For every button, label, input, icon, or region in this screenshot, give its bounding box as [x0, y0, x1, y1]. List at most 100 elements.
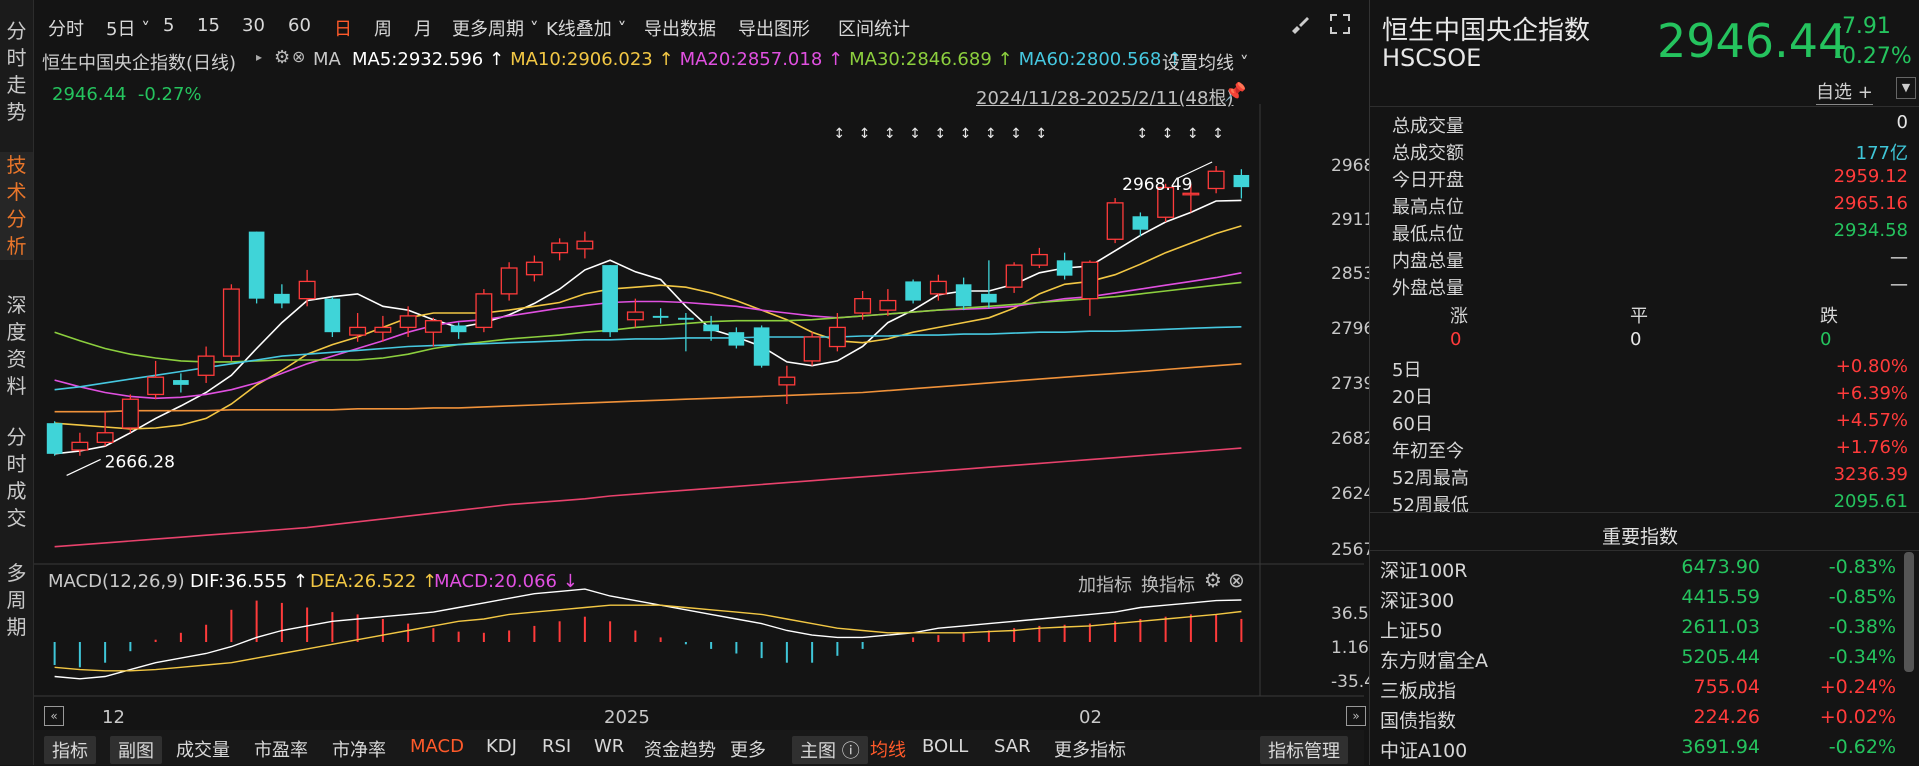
candle-body[interactable]: [551, 242, 569, 254]
toolbar-item-2[interactable]: 5: [163, 15, 175, 36]
add-watchlist-button[interactable]: 自选 +: [1816, 78, 1873, 105]
candle-body[interactable]: [678, 317, 694, 320]
candle-body[interactable]: [500, 267, 518, 295]
scroll-left-icon[interactable]: «: [44, 706, 64, 726]
candle-body[interactable]: [1030, 253, 1048, 266]
gear-icon[interactable]: ⚙: [274, 47, 291, 68]
index-row[interactable]: 深证300 4415.59 -0.85%: [1380, 586, 1900, 616]
candle-body[interactable]: [121, 398, 139, 429]
candle-body[interactable]: [96, 432, 114, 443]
add-indicator-button[interactable]: 加指标: [1078, 575, 1132, 596]
set-ma-button[interactable]: 设置均线 ˅: [1162, 53, 1249, 74]
event-marker[interactable]: ↕: [833, 126, 845, 142]
indicator-tab-9[interactable]: 资金趋势: [644, 740, 716, 761]
macd-close-icon[interactable]: ⊗: [1228, 568, 1245, 592]
candle-body[interactable]: [475, 293, 493, 329]
candle-body[interactable]: [46, 423, 63, 454]
close-icon[interactable]: ⊗: [292, 47, 306, 66]
event-marker[interactable]: ↕: [1187, 126, 1199, 142]
toolbar-item-13[interactable]: 区间统计: [838, 19, 910, 40]
candle-body[interactable]: [576, 240, 594, 250]
candle-body[interactable]: [828, 326, 846, 348]
candle-body[interactable]: [424, 320, 442, 333]
indicator-manage-button[interactable]: 指标管理: [1260, 736, 1348, 764]
toolbar-item-12[interactable]: 导出图形: [738, 19, 810, 40]
index-row[interactable]: 国债指数 224.26 +0.02%: [1380, 706, 1900, 736]
candle-body[interactable]: [981, 293, 997, 303]
candle-body[interactable]: [854, 298, 872, 314]
leftnav-item-4[interactable]: 多周期: [0, 560, 33, 641]
candle-body[interactable]: [274, 293, 290, 304]
toolbar-item-1[interactable]: 5日 ˅: [106, 19, 151, 40]
candle-body[interactable]: [626, 311, 644, 321]
indicator-tab-0[interactable]: 指标: [44, 736, 96, 764]
candle-body[interactable]: [753, 327, 770, 366]
candle-body[interactable]: [71, 441, 89, 451]
event-marker[interactable]: ↕: [1212, 126, 1224, 142]
kline-svg[interactable]: ↕ ↕ ↕ ↕ ↕ ↕ ↕ ↕ ↕ ↕ ↕ ↕ ↕ 2968.49 2666.28: [34, 44, 1364, 734]
indices-scrollbar[interactable]: [1904, 552, 1914, 672]
macd-gear-icon[interactable]: ⚙: [1204, 568, 1222, 592]
indicator-tab-10[interactable]: 更多: [730, 740, 766, 761]
candle-body[interactable]: [525, 261, 543, 276]
candle-body[interactable]: [450, 325, 467, 333]
watchlist-dropdown-icon[interactable]: ▼: [1896, 77, 1916, 99]
event-marker[interactable]: ↕: [1035, 126, 1047, 142]
candle-body[interactable]: [929, 280, 947, 295]
event-marker[interactable]: ↕: [859, 126, 871, 142]
leftnav-item-3[interactable]: 分时成交: [0, 424, 33, 532]
candle-body[interactable]: [1106, 202, 1124, 240]
index-row[interactable]: 三板成指 755.04 +0.24%: [1380, 676, 1900, 706]
candle-body[interactable]: [147, 376, 165, 396]
expand-arrow-icon[interactable]: ▸: [256, 50, 263, 64]
indicator-tab-15[interactable]: 更多指标: [1054, 740, 1126, 761]
draw-tool-icon[interactable]: [1289, 13, 1315, 37]
event-marker[interactable]: ↕: [985, 126, 997, 142]
toolbar-item-6[interactable]: 日: [334, 19, 352, 40]
toolbar-item-4[interactable]: 30: [242, 15, 265, 36]
index-row[interactable]: 中证A100 3691.94 -0.62%: [1380, 736, 1900, 766]
event-marker[interactable]: ↕: [884, 126, 896, 142]
event-marker[interactable]: ↕: [934, 126, 946, 142]
candle-body[interactable]: [1081, 261, 1099, 300]
toolbar-item-9[interactable]: 更多周期 ˅: [452, 19, 539, 40]
candle-body[interactable]: [703, 324, 719, 332]
event-marker[interactable]: ↕: [909, 126, 921, 142]
candle-body[interactable]: [905, 281, 921, 301]
candle-body[interactable]: [349, 326, 367, 336]
candle-body[interactable]: [324, 298, 341, 333]
candle-body[interactable]: [197, 355, 215, 376]
candle-body[interactable]: [399, 315, 417, 329]
toolbar-item-11[interactable]: 导出数据: [644, 19, 716, 40]
candle-body[interactable]: [728, 332, 745, 346]
indicator-tab-1[interactable]: 副图: [110, 736, 162, 764]
event-marker[interactable]: ↕: [1010, 126, 1022, 142]
indicator-tab-4[interactable]: 市净率: [332, 740, 386, 761]
candle-body[interactable]: [803, 336, 821, 362]
indicator-tab-11[interactable]: 主图 ⓘ: [792, 736, 868, 764]
candle-body[interactable]: [1005, 264, 1023, 288]
indicator-tab-2[interactable]: 成交量: [176, 740, 230, 761]
candle-body[interactable]: [1182, 192, 1200, 196]
toolbar-item-3[interactable]: 15: [197, 15, 220, 36]
toolbar-item-0[interactable]: 分时: [48, 19, 84, 40]
leftnav-item-0[interactable]: 分时走势: [0, 18, 33, 126]
candle-body[interactable]: [602, 265, 618, 333]
scroll-right-icon[interactable]: »: [1346, 706, 1366, 726]
indicator-tab-6[interactable]: KDJ: [486, 736, 517, 757]
toolbar-item-8[interactable]: 月: [414, 19, 432, 40]
candle-body[interactable]: [1056, 260, 1073, 276]
candle-body[interactable]: [652, 315, 669, 318]
toolbar-item-5[interactable]: 60: [288, 15, 311, 36]
event-marker[interactable]: ↕: [1162, 126, 1174, 142]
candle-body[interactable]: [955, 284, 972, 307]
event-marker[interactable]: ↕: [960, 126, 972, 142]
toolbar-item-7[interactable]: 周: [374, 19, 392, 40]
candle-body[interactable]: [778, 376, 796, 386]
indicator-tab-13[interactable]: BOLL: [922, 736, 969, 757]
index-row[interactable]: 深证100R 6473.90 -0.83%: [1380, 556, 1900, 586]
candle-body[interactable]: [879, 299, 897, 311]
candle-body[interactable]: [222, 288, 240, 357]
candle-body[interactable]: [298, 280, 316, 300]
switch-indicator-button[interactable]: 换指标: [1141, 575, 1195, 596]
